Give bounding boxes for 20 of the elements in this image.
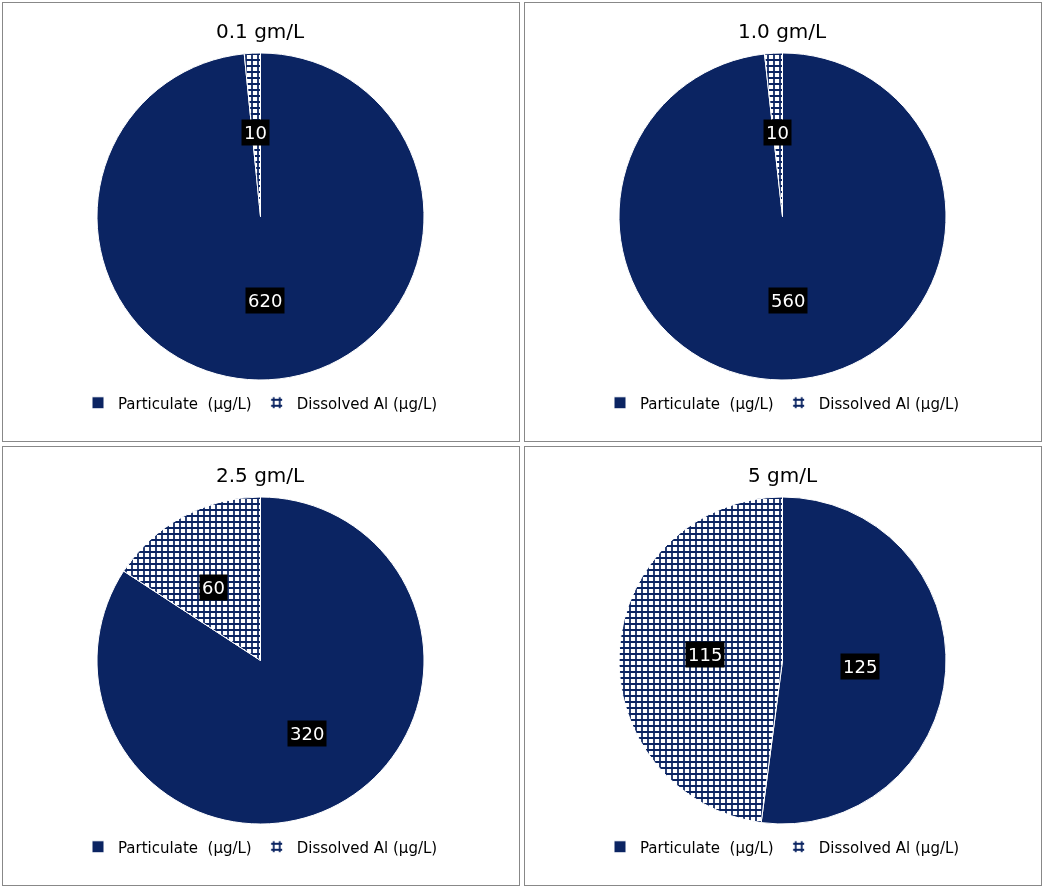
- legend-label: Particulate (μg/L): [640, 838, 774, 857]
- data-label: 10: [244, 122, 267, 143]
- chart-title: 0.1 gm/L: [216, 19, 306, 43]
- chart-title: 2.5 gm/L: [216, 463, 306, 487]
- data-label: 125: [843, 656, 878, 677]
- legend-label: Dissolved Al (μg/L): [818, 394, 960, 413]
- data-label: 60: [202, 577, 225, 598]
- data-label: 620: [248, 290, 283, 311]
- data-label: 320: [290, 723, 325, 744]
- legend-label: Particulate (μg/L): [640, 394, 774, 413]
- data-label: 115: [688, 644, 723, 665]
- legend-label: Dissolved Al (μg/L): [296, 838, 438, 857]
- chart-title: 5 gm/L: [748, 463, 818, 487]
- data-label: 10: [766, 122, 789, 143]
- chart-title: 1.0 gm/L: [738, 19, 828, 43]
- legend-label: Dissolved Al (μg/L): [296, 394, 438, 413]
- legend-label: Particulate (μg/L): [118, 838, 252, 857]
- legend-label: Particulate (μg/L): [118, 394, 252, 413]
- legend-label: Dissolved Al (μg/L): [818, 838, 960, 857]
- data-label: 560: [771, 290, 806, 311]
